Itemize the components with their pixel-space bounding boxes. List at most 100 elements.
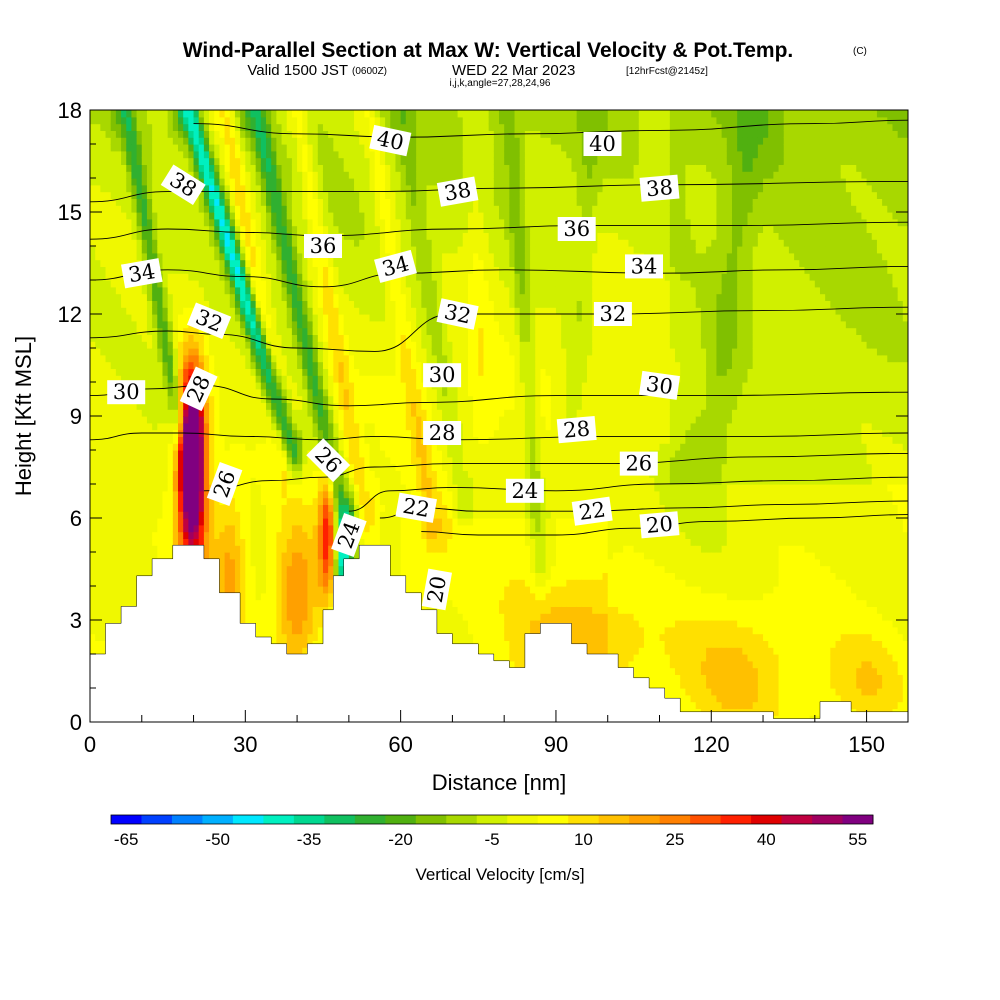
heatmap-cell — [157, 456, 164, 465]
heatmap-cell — [95, 130, 101, 138]
heatmap-cell — [183, 409, 189, 417]
heatmap-cell — [276, 470, 283, 478]
heatmap-cell — [260, 395, 267, 403]
heatmap-cell — [260, 592, 267, 601]
heatmap-cell — [105, 524, 112, 533]
heatmap-cell — [250, 463, 257, 471]
heatmap-cell — [266, 524, 272, 533]
heatmap-cell — [172, 280, 179, 288]
heatmap-cell — [250, 225, 257, 233]
heatmap-cell — [307, 409, 314, 417]
heatmap-cell — [255, 348, 262, 356]
heatmap-cell — [240, 490, 246, 499]
heatmap-cell — [359, 456, 365, 465]
heatmap-cell — [115, 477, 122, 485]
heatmap-cell — [152, 511, 158, 519]
heatmap-cell — [240, 212, 246, 220]
heatmap-cell — [136, 150, 143, 159]
heatmap-cell — [276, 110, 283, 118]
heatmap-cell — [322, 280, 329, 288]
heatmap-cell — [276, 518, 283, 526]
heatmap-cell — [131, 144, 138, 152]
heatmap-cell — [100, 470, 107, 478]
heatmap-cell — [115, 497, 122, 505]
heatmap-cell — [131, 320, 138, 329]
heatmap-cell — [188, 116, 195, 125]
heatmap-cell — [90, 184, 96, 193]
heatmap-cell — [229, 341, 236, 349]
heatmap-cell — [141, 484, 148, 492]
heatmap-cell — [322, 504, 329, 512]
heatmap-cell — [90, 497, 96, 505]
heatmap-cell — [286, 327, 293, 335]
heatmap-cell — [115, 565, 122, 573]
heatmap-cell — [369, 198, 376, 206]
heatmap-cell — [354, 252, 360, 261]
heatmap-cell — [110, 110, 117, 118]
heatmap-cell — [338, 422, 345, 431]
heatmap-cell — [240, 484, 246, 492]
heatmap-cell — [286, 110, 293, 111]
heatmap-cell — [343, 361, 350, 369]
heatmap-cell — [90, 286, 96, 295]
heatmap-cell — [281, 164, 288, 172]
heatmap-cell — [364, 286, 371, 295]
heatmap-cell — [240, 314, 246, 322]
heatmap-cell — [100, 212, 107, 220]
heatmap-cell — [276, 524, 283, 533]
heatmap-cell — [178, 110, 184, 111]
heatmap-cell — [302, 123, 309, 131]
heatmap-cell — [302, 388, 309, 397]
heatmap-cell — [90, 375, 96, 383]
heatmap-cell — [255, 586, 262, 594]
heatmap-cell — [260, 348, 267, 356]
heatmap-cell — [297, 504, 303, 512]
heatmap-cell — [121, 416, 127, 424]
heatmap-cell — [266, 572, 272, 580]
heatmap-cell — [302, 436, 309, 444]
heatmap-cell — [338, 144, 345, 152]
heatmap-cell — [126, 511, 133, 519]
heatmap-cell — [322, 368, 329, 376]
heatmap-cell — [322, 422, 329, 431]
heatmap-cell — [276, 191, 283, 199]
heatmap-cell — [307, 592, 314, 601]
heatmap-cell — [271, 497, 277, 505]
heatmap-cell — [297, 137, 303, 145]
heatmap-cell — [110, 429, 117, 437]
heatmap-cell — [271, 266, 277, 274]
heatmap-cell — [100, 341, 107, 349]
heatmap-cell — [328, 558, 334, 567]
heatmap-cell — [110, 137, 117, 145]
heatmap-cell — [250, 586, 257, 594]
heatmap-cell — [162, 137, 169, 145]
heatmap-cell — [260, 368, 267, 376]
heatmap-cell — [312, 382, 319, 390]
heatmap-cell — [126, 239, 133, 247]
heatmap-cell — [359, 178, 365, 186]
heatmap-cell — [276, 164, 283, 172]
heatmap-cell — [338, 334, 345, 342]
heatmap-cell — [219, 286, 226, 295]
heatmap-cell — [333, 123, 340, 131]
heatmap-cell — [359, 429, 365, 437]
heatmap-cell — [100, 416, 107, 424]
heatmap-cell — [178, 293, 184, 301]
heatmap-cell — [126, 538, 133, 546]
heatmap-cell — [260, 490, 267, 499]
heatmap-cell — [343, 123, 350, 131]
heatmap-cell — [193, 327, 200, 335]
heatmap-cell — [276, 579, 283, 587]
heatmap-cell — [338, 470, 345, 478]
heatmap-cell — [364, 484, 371, 492]
heatmap-cell — [312, 599, 319, 607]
heatmap-cell — [100, 150, 107, 159]
heatmap-cell — [121, 239, 127, 247]
heatmap-cell — [271, 586, 277, 594]
heatmap-cell — [188, 286, 195, 295]
heatmap-cell — [188, 490, 195, 499]
heatmap-cell — [167, 497, 174, 505]
heatmap-cell — [333, 368, 340, 376]
heatmap-cell — [100, 239, 107, 247]
heatmap-cell — [281, 280, 288, 288]
